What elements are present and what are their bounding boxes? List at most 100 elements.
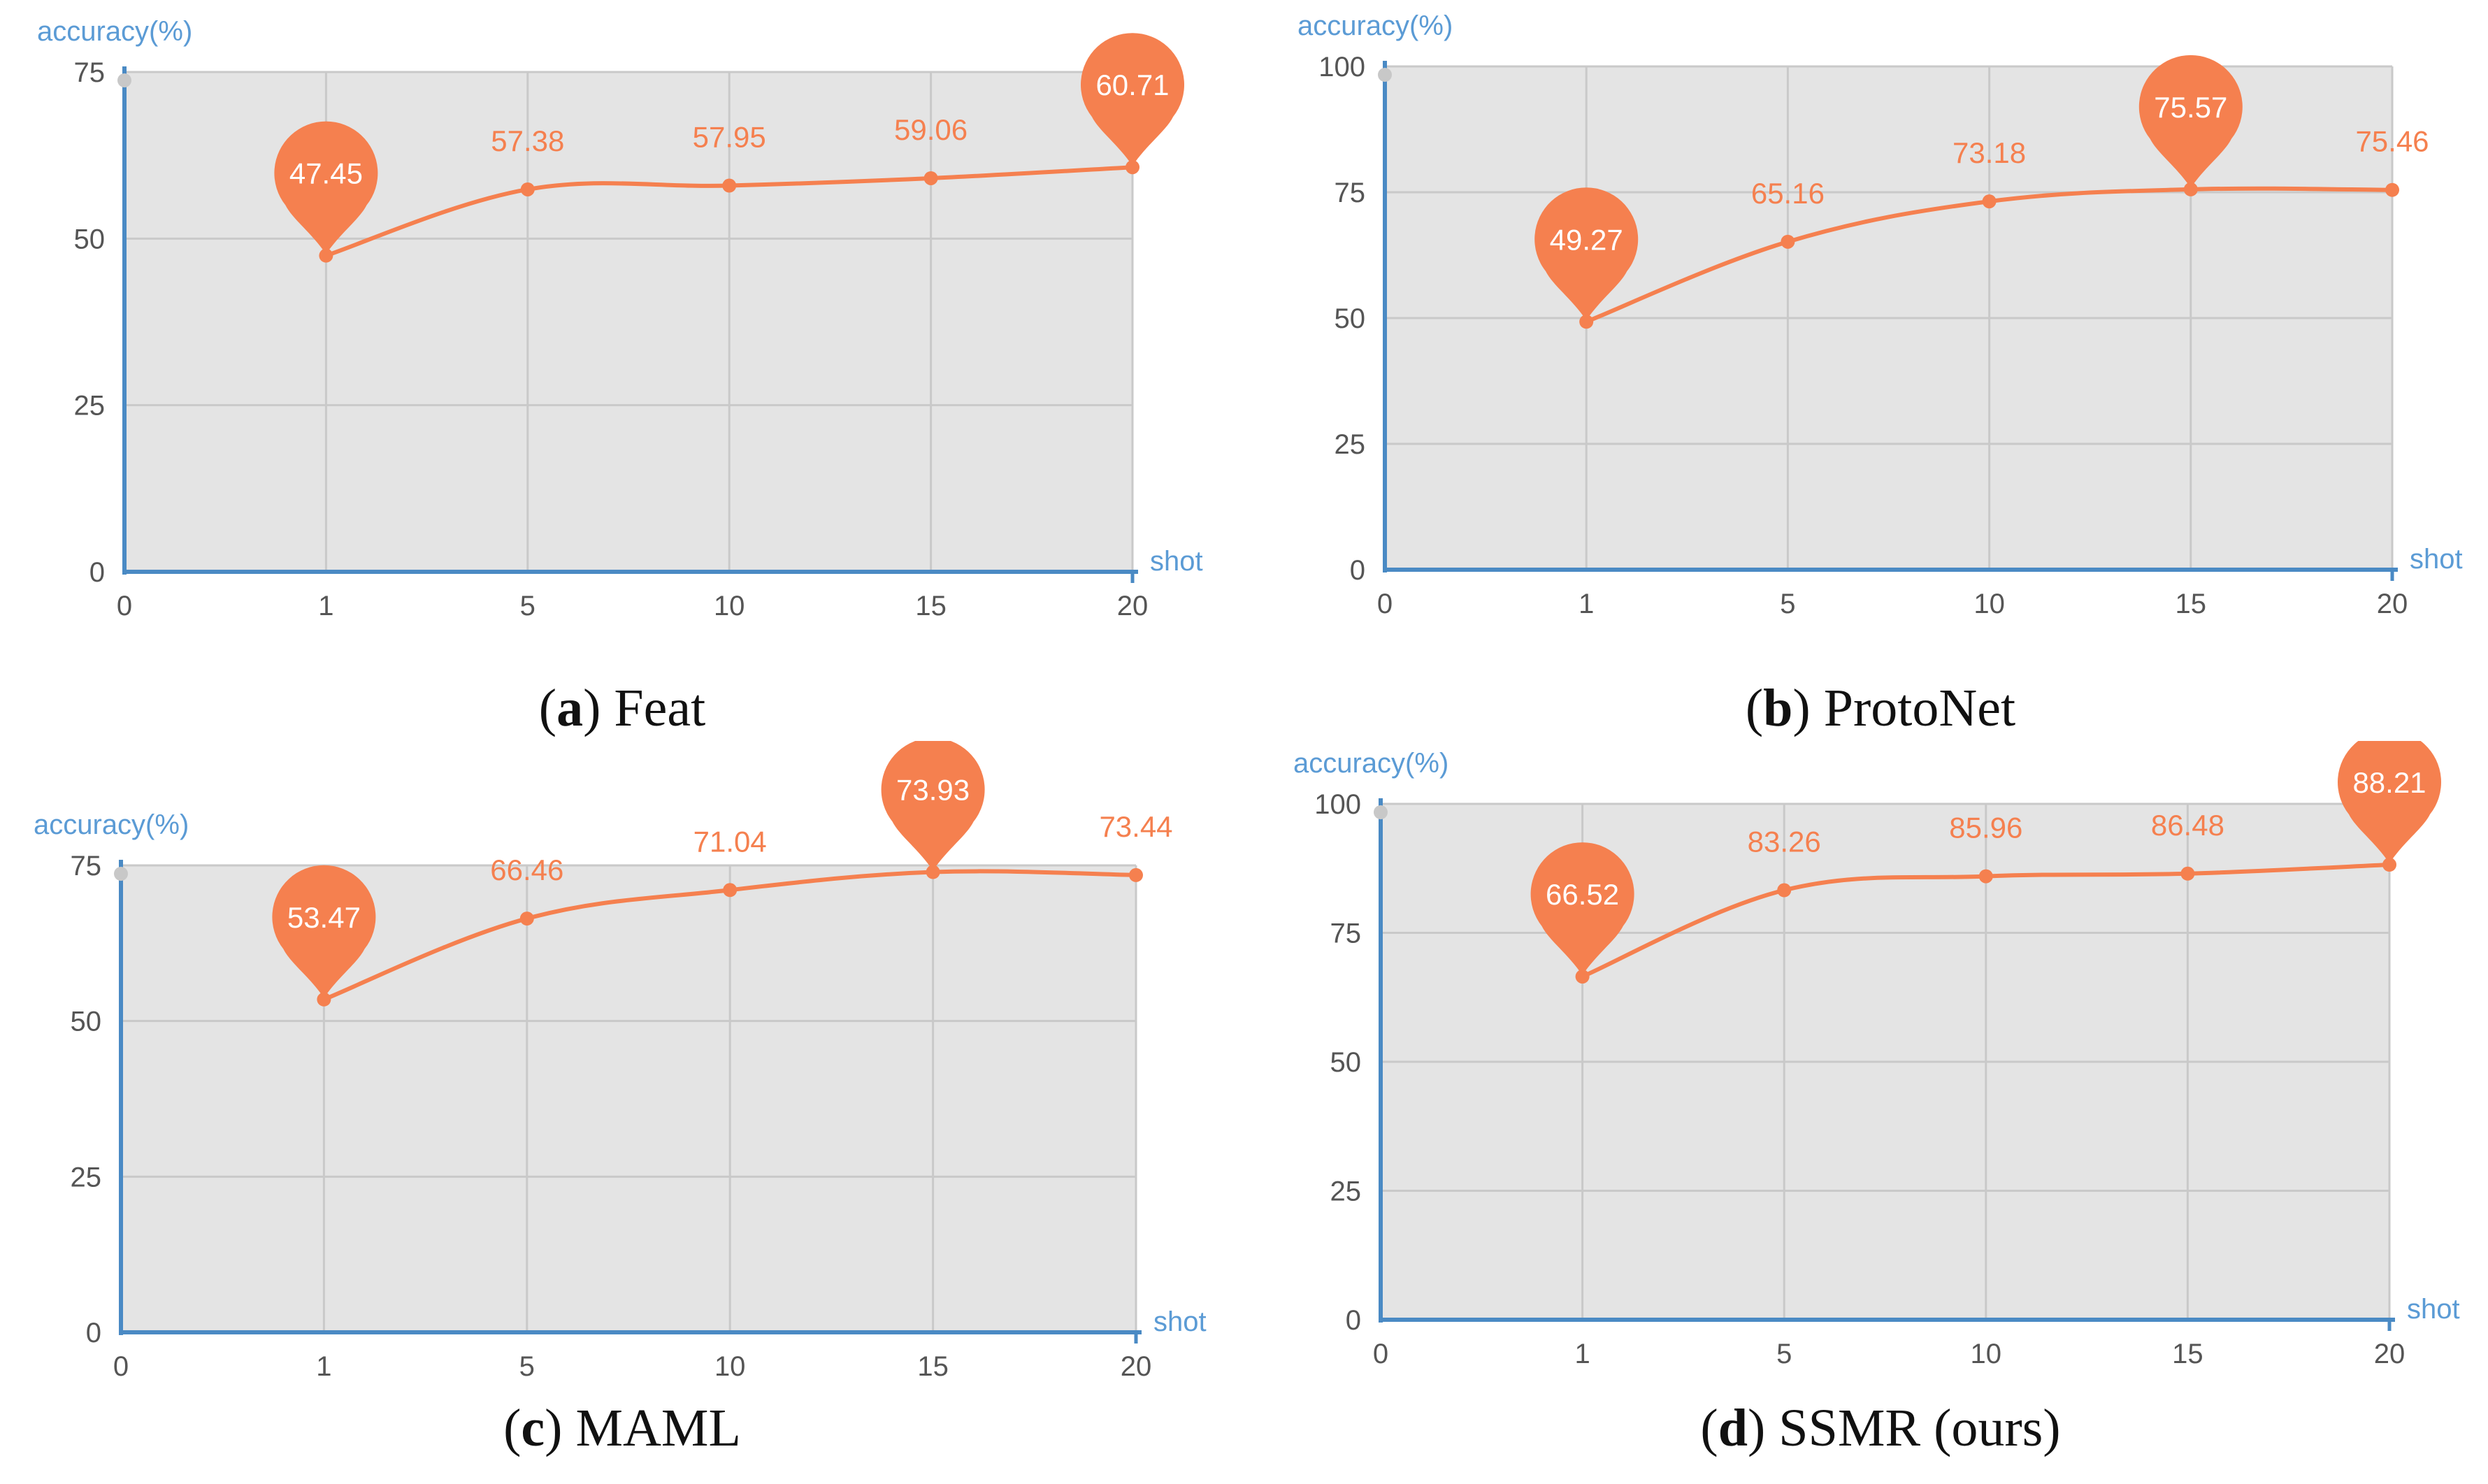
x-tick-label: 5 (1780, 589, 1795, 619)
x-tick-label: 10 (1973, 589, 2005, 619)
x-tick-label: 1 (1574, 1339, 1590, 1369)
x-tick-label: 20 (2377, 589, 2408, 619)
x-tick-label: 20 (1117, 591, 1149, 621)
y-axis-end-dot (117, 73, 131, 87)
caption-c: (c) MAML (503, 1399, 741, 1457)
markpoint-label: 49.27 (1550, 223, 1623, 256)
data-point (1126, 160, 1139, 175)
data-point (1579, 315, 1594, 329)
markpoint-label: 88.21 (2352, 766, 2426, 799)
markpoint-pin (1530, 842, 1634, 976)
data-label: 73.44 (1099, 810, 1172, 843)
y-tick-label: 25 (71, 1162, 102, 1193)
y-tick-label: 100 (1318, 52, 1365, 82)
x-tick-label: 15 (917, 1351, 949, 1382)
y-axis-end-dot (1374, 805, 1388, 819)
data-label: 57.38 (491, 124, 564, 157)
x-axis-title: shot (1153, 1306, 1207, 1337)
markpoint-pin (274, 121, 378, 254)
x-tick-label: 15 (2176, 589, 2207, 619)
x-tick-label: 1 (1579, 589, 1594, 619)
y-tick-label: 0 (1346, 1305, 1361, 1336)
caption-d: (d) SSMR (ours) (1700, 1399, 2061, 1457)
x-tick-label: 5 (519, 1351, 535, 1382)
y-tick-label: 25 (1335, 429, 1366, 460)
data-point (1575, 970, 1590, 984)
data-point (723, 883, 738, 898)
data-point (519, 912, 534, 926)
markpoint-pin (2338, 741, 2441, 864)
data-label: 85.96 (1949, 812, 2022, 844)
data-label: 65.16 (1751, 177, 1825, 210)
x-tick-label: 5 (520, 591, 535, 621)
x-tick-label: 10 (714, 1351, 746, 1382)
caption-b: (b) ProtoNet (1745, 679, 2016, 737)
markpoint-label: 73.93 (896, 774, 970, 807)
markpoint-pin (2138, 55, 2243, 188)
x-tick-label: 20 (2374, 1339, 2406, 1369)
data-point (1978, 869, 1993, 884)
x-tick-label: 0 (1373, 1339, 1388, 1369)
markpoint-pin (1534, 187, 1639, 321)
data-point (520, 182, 535, 196)
x-tick-label: 1 (316, 1351, 331, 1382)
data-label: 83.26 (1748, 826, 1821, 858)
y-axis-title: accuracy(%) (37, 16, 192, 47)
data-point (1982, 194, 1997, 209)
x-tick-label: 20 (1121, 1351, 1152, 1382)
data-point (2183, 182, 2198, 196)
markpoint-pin (881, 741, 985, 871)
y-tick-label: 75 (74, 57, 106, 88)
markpoint-pin (1081, 33, 1185, 166)
x-axis-title: shot (1150, 546, 1203, 577)
data-point (1129, 867, 1143, 882)
y-axis-title: accuracy(%) (1293, 748, 1448, 779)
markpoint-label: 75.57 (2154, 91, 2227, 124)
x-tick-label: 15 (2172, 1339, 2203, 1369)
data-point (2382, 858, 2396, 872)
y-tick-label: 0 (1350, 555, 1365, 586)
y-tick-label: 75 (1335, 178, 1366, 208)
data-label: 66.46 (490, 853, 563, 886)
x-axis-title: shot (2407, 1294, 2460, 1325)
data-point (317, 992, 331, 1007)
data-label: 75.46 (2355, 125, 2429, 158)
x-axis-title: shot (2410, 544, 2463, 575)
y-tick-label: 25 (1330, 1176, 1362, 1207)
y-tick-label: 0 (86, 1318, 101, 1348)
markpoint-pin (272, 865, 376, 998)
y-tick-label: 50 (1330, 1047, 1362, 1078)
y-tick-label: 50 (71, 1007, 102, 1037)
y-axis-end-dot (1378, 68, 1392, 82)
y-tick-label: 50 (74, 224, 106, 254)
data-label: 73.18 (1953, 136, 2026, 169)
markpoint-label: 60.71 (1095, 69, 1169, 101)
markpoint-label: 47.45 (289, 157, 363, 190)
y-tick-label: 50 (1335, 303, 1366, 334)
markpoint-label: 53.47 (287, 901, 361, 934)
data-point (923, 171, 938, 185)
data-point (2385, 182, 2399, 197)
y-axis-title: accuracy(%) (1297, 10, 1453, 41)
plot-area (121, 865, 1136, 1332)
x-tick-label: 1 (318, 591, 333, 621)
plot-area (124, 72, 1132, 572)
y-axis-end-dot (114, 867, 128, 881)
data-label: 86.48 (2151, 809, 2224, 842)
caption-a: (a) Feat (538, 679, 706, 737)
y-tick-label: 75 (1330, 919, 1362, 949)
x-tick-label: 0 (113, 1351, 129, 1382)
x-tick-label: 5 (1776, 1339, 1792, 1369)
x-tick-label: 10 (1971, 1339, 2002, 1369)
data-label: 59.06 (894, 113, 968, 146)
x-tick-label: 10 (714, 591, 745, 621)
y-tick-label: 0 (89, 557, 105, 588)
y-tick-label: 100 (1314, 789, 1361, 820)
data-point (926, 865, 940, 879)
x-tick-label: 15 (915, 591, 947, 621)
